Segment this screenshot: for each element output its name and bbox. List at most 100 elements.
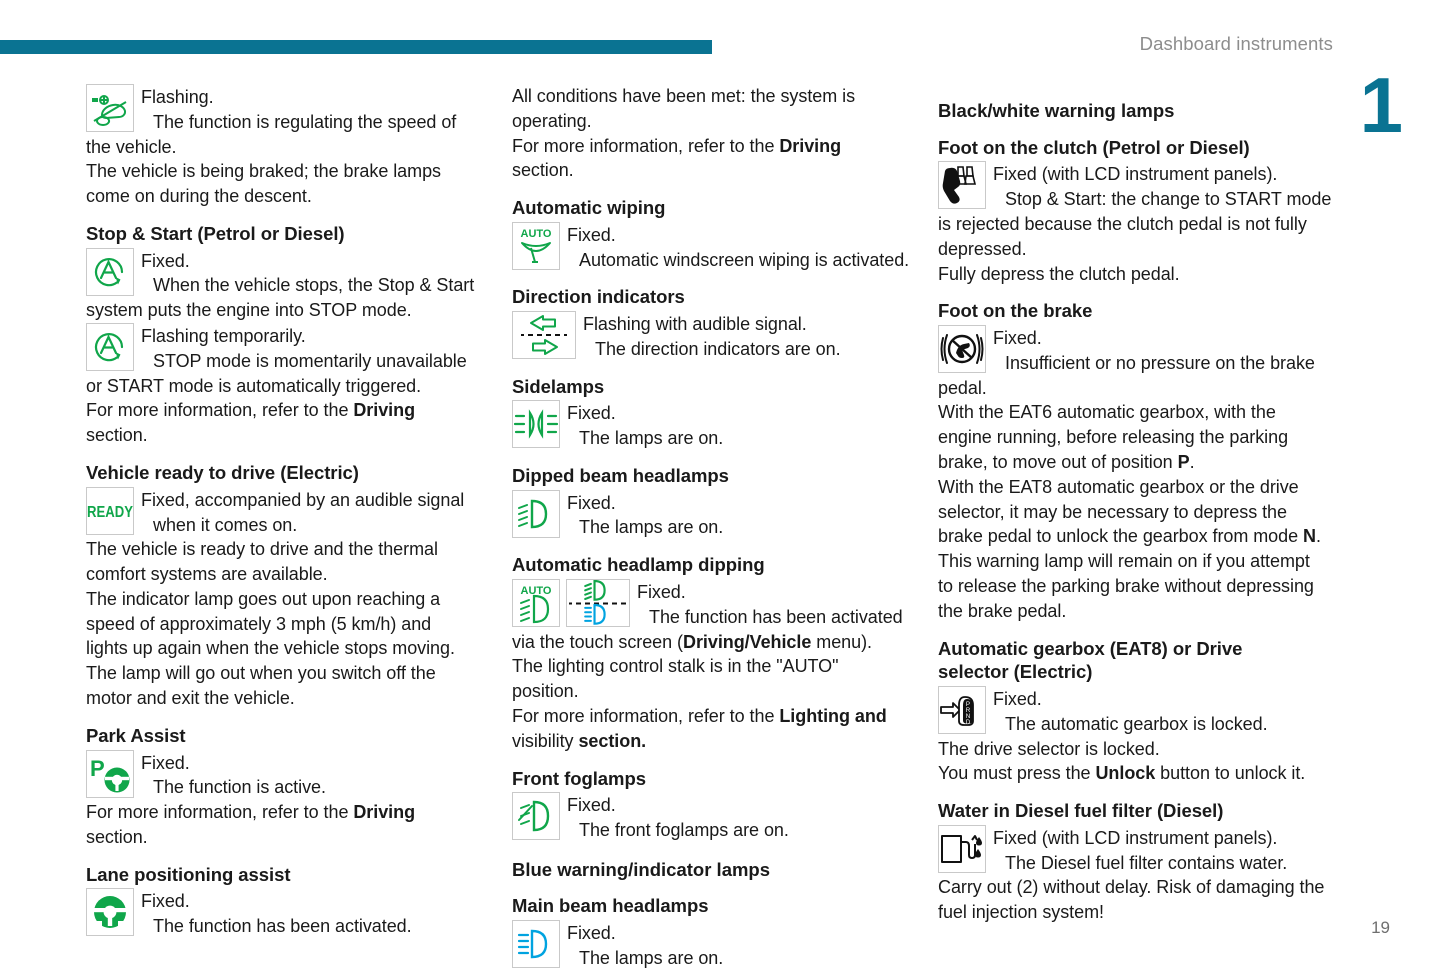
lamp-icon-and-lead-text: Fixed. The front foglamps are on. (512, 792, 902, 843)
lamp-description-line: Fixed, accompanied by an audible signal (141, 489, 465, 510)
front-foglamp-icon (512, 792, 560, 841)
lamp-section-heading: Foot on the clutch (Petrol or Diesel) (938, 136, 1250, 158)
lamp-icon-group (86, 888, 134, 937)
lamp-lead-lines: Flashing temporarily. STOP mode is moment… (141, 323, 476, 374)
lamp-lead-lines: Fixed (with LCD instrument panels). The D… (993, 825, 1343, 876)
lamp-description-line: When the vehicle stops, the Stop & Start (153, 275, 475, 296)
column-left: Flashing. The function is regulating the … (86, 84, 476, 971)
lamp-icon-group (938, 161, 986, 210)
lamp-icon-and-lead-text: Flashing temporarily. STOP mode is moment… (86, 323, 476, 374)
ready-icon: READY (86, 486, 134, 535)
lamp-group-heading: Black/white warning lamps (938, 100, 1175, 121)
lamp-section-heading: Front foglamps (512, 767, 646, 789)
lamp-icon-and-lead-text: Fixed. Insufficient or no pressure on the… (938, 325, 1343, 376)
lamp-icon-group (938, 325, 986, 373)
lamp-description-line: Fixed. (141, 250, 190, 271)
lamp-detail-text: For more information, refer to the Drivi… (86, 802, 416, 847)
lamp-description-line: Flashing. (141, 87, 214, 107)
lamp-icon-and-lead-text: AUTO Fixed. Automatic windscreen wiping i… (512, 221, 909, 273)
auto-dipped-beam-icon: AUTO (512, 578, 560, 627)
lane-positioning-icon (86, 888, 134, 937)
lamp-icon-and-lead-text: Fixed. When the vehicle stops, the Stop &… (86, 247, 476, 299)
lamp-icon-and-lead-text: P R N D Fixed. The automatic gearbox is l… (938, 685, 1343, 737)
warning-lamp-entry: Fixed (with LCD instrument panels). The D… (938, 824, 1343, 925)
lamp-section-heading: Automatic gearbox (EAT8) or Drive selecto… (938, 637, 1243, 683)
lamp-description-line: Fixed (with LCD instrument panels). (993, 164, 1278, 185)
lamp-detail-text: pedal. With the EAT6 automatic gearbox, w… (938, 377, 1321, 621)
lamp-lead-lines: Fixed. The automatic gearbox is locked. (993, 686, 1343, 737)
lamp-description-line: The function is regulating the speed of (153, 111, 457, 132)
lamp-section-heading: Vehicle ready to drive (Electric) (86, 462, 359, 484)
lamp-icon-and-lead-text: Flashing. The function is regulating the … (86, 84, 476, 135)
svg-text:R: R (966, 707, 971, 714)
lamp-description-line: Fixed. (567, 923, 616, 944)
lamp-lead-lines: Fixed. The function is active. (141, 750, 476, 801)
warning-lamp-entry: Fixed. When the vehicle stops, the Stop &… (86, 247, 476, 323)
lamp-description-line: Fixed. (567, 492, 616, 513)
intro-paragraph: All conditions have been met: the system… (512, 86, 856, 181)
lamp-lead-lines: Flashing. The function is regulating the … (141, 84, 476, 135)
lamp-icon-group (512, 311, 576, 360)
content-columns: Flashing. The function is regulating the … (86, 84, 1372, 971)
svg-text:READY: READY (87, 504, 133, 521)
svg-text:AUTO: AUTO (521, 585, 552, 597)
lamp-group-heading: Blue warning/indicator lamps (512, 858, 771, 880)
lamp-icon-group: P (86, 749, 134, 798)
lamp-description-line: Automatic windscreen wiping is activated… (579, 249, 910, 270)
lamp-section-heading: Automatic headlamp dipping (512, 554, 765, 576)
lamp-icon-group (512, 400, 560, 449)
lamp-section-heading: Direction indicators (512, 286, 685, 308)
warning-lamp-entry: Fixed. The front foglamps are on. (512, 792, 902, 843)
lamp-detail-text: Carry out (2) without delay. Risk of dam… (938, 877, 1325, 923)
lamp-icon-group (938, 824, 986, 873)
auto-dipping-split-icon (566, 578, 630, 627)
lamp-icon-and-lead-text: AUTO (512, 578, 903, 630)
lamp-description-line: The lamps are on. (579, 947, 724, 968)
warning-lamp-entry: P Fixed. The function is active. For more … (86, 749, 476, 850)
lamp-detail-text: the vehicle. The vehicle is being braked;… (86, 136, 441, 207)
lamp-icon-and-lead-text: Fixed (with LCD instrument panels). Stop … (938, 161, 1343, 212)
warning-lamp-entry: Fixed (with LCD instrument panels). Stop … (938, 161, 1343, 286)
lamp-icon-and-lead-text: Fixed. The lamps are on. (512, 489, 902, 541)
lamp-icon-group: AUTO (512, 578, 630, 627)
lamp-description-line: Fixed. (567, 795, 616, 816)
svg-text:N: N (966, 713, 970, 720)
lamp-icon-group (512, 792, 560, 841)
lamp-detail-text: The vehicle is ready to drive and the th… (86, 539, 455, 709)
warning-lamp-entry: AUTO Fixed. Automatic windscreen wiping i… (512, 221, 909, 273)
lamp-lead-lines: Fixed. Insufficient or no pressure on the… (993, 325, 1343, 376)
lamp-lead-lines: Fixed (with LCD instrument panels). Stop … (993, 161, 1343, 212)
park-assist-icon: P (86, 749, 134, 798)
lamp-description-line: Fixed. (567, 403, 616, 424)
lamp-description-line: The lamps are on. (579, 428, 724, 449)
lamp-section-heading: Automatic wiping (512, 197, 666, 219)
lamp-description-line: The front foglamps are on. (579, 819, 789, 840)
lamp-lead-lines: Fixed. The function has been activated (637, 579, 903, 630)
lamp-lead-lines: Fixed. The lamps are on. (567, 400, 902, 451)
lamp-detail-text: is rejected because the clutch pedal is … (938, 213, 1307, 284)
lamp-lead-lines: Fixed. The lamps are on. (567, 490, 902, 541)
lamp-description-line: Flashing temporarily. (141, 326, 306, 347)
lamp-icon-group: READY (86, 486, 134, 535)
foot-on-brake-icon (938, 325, 986, 373)
sidelamps-icon (512, 400, 560, 449)
lamp-section-heading: Park Assist (86, 724, 186, 746)
lamp-description-line: The lamps are on. (579, 517, 724, 538)
lamp-icon-group: AUTO (512, 221, 560, 270)
warning-lamp-entry: Fixed. The lamps are on. (512, 400, 902, 451)
lamp-detail-text: or START mode is automatically triggered… (86, 375, 422, 446)
lamp-section-heading: Main beam headlamps (512, 895, 709, 917)
stop-start-a-icon (86, 323, 134, 372)
svg-text:P: P (90, 756, 105, 781)
column-middle: All conditions have been met: the system… (512, 84, 909, 971)
hill-descent-icon (86, 84, 134, 132)
auto-wiper-icon: AUTO (512, 221, 560, 270)
page-header-title: Dashboard instruments (1139, 33, 1333, 54)
lamp-lead-lines: Fixed. The function has been activated. (141, 888, 476, 939)
lamp-description-line: The function is active. (153, 777, 326, 798)
lamp-lead-lines: Fixed. The front foglamps are on. (567, 792, 902, 843)
lamp-detail-text: via the touch screen (Driving/Vehicle me… (512, 631, 887, 751)
lamp-icon-group (86, 323, 134, 372)
lamp-description-line: Fixed. (141, 752, 190, 773)
gearbox-locked-icon: P R N D (938, 685, 986, 734)
